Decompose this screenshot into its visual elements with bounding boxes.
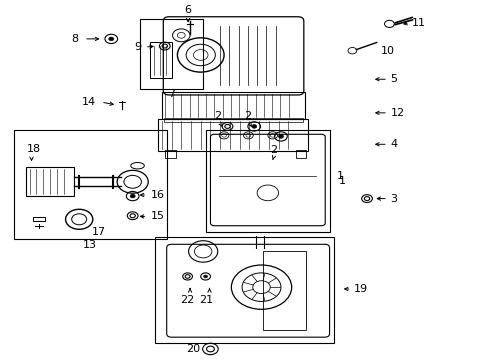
Circle shape bbox=[108, 37, 114, 41]
Text: 20: 20 bbox=[186, 344, 200, 354]
Text: 12: 12 bbox=[389, 108, 404, 118]
Bar bbox=[263, 251, 305, 330]
Text: 5: 5 bbox=[389, 74, 397, 84]
Text: 14: 14 bbox=[82, 97, 96, 107]
Text: 2: 2 bbox=[214, 111, 221, 121]
Text: 15: 15 bbox=[150, 211, 164, 221]
Bar bbox=[154, 237, 334, 342]
Bar bbox=[165, 150, 176, 158]
Text: 16: 16 bbox=[150, 190, 164, 200]
Bar bbox=[33, 217, 45, 221]
Bar bbox=[205, 130, 329, 232]
Text: 10: 10 bbox=[380, 46, 394, 56]
Circle shape bbox=[130, 194, 135, 198]
Text: 8: 8 bbox=[71, 34, 78, 44]
Bar bbox=[158, 119, 307, 151]
Text: 6: 6 bbox=[184, 5, 191, 15]
Circle shape bbox=[203, 275, 207, 278]
Text: 7: 7 bbox=[168, 89, 175, 99]
Text: 2: 2 bbox=[244, 111, 250, 121]
Bar bbox=[140, 19, 203, 89]
Text: 4: 4 bbox=[389, 139, 397, 149]
Bar bbox=[26, 167, 74, 196]
Circle shape bbox=[278, 135, 283, 138]
Bar bbox=[164, 118, 302, 122]
Text: 19: 19 bbox=[353, 284, 367, 294]
Bar bbox=[295, 150, 305, 158]
Text: 13: 13 bbox=[83, 240, 97, 250]
Text: 22: 22 bbox=[180, 295, 194, 305]
Text: 18: 18 bbox=[27, 144, 41, 154]
Text: 3: 3 bbox=[389, 194, 397, 203]
Bar bbox=[149, 42, 171, 78]
Text: 21: 21 bbox=[199, 295, 213, 305]
Text: 11: 11 bbox=[411, 18, 426, 28]
Bar bbox=[14, 130, 166, 239]
Text: 2: 2 bbox=[269, 145, 277, 155]
Text: 1: 1 bbox=[338, 176, 345, 186]
Bar bbox=[162, 92, 305, 118]
Text: 1: 1 bbox=[336, 171, 343, 181]
Circle shape bbox=[251, 125, 256, 128]
Text: 17: 17 bbox=[91, 227, 105, 237]
Text: 9: 9 bbox=[134, 42, 141, 52]
